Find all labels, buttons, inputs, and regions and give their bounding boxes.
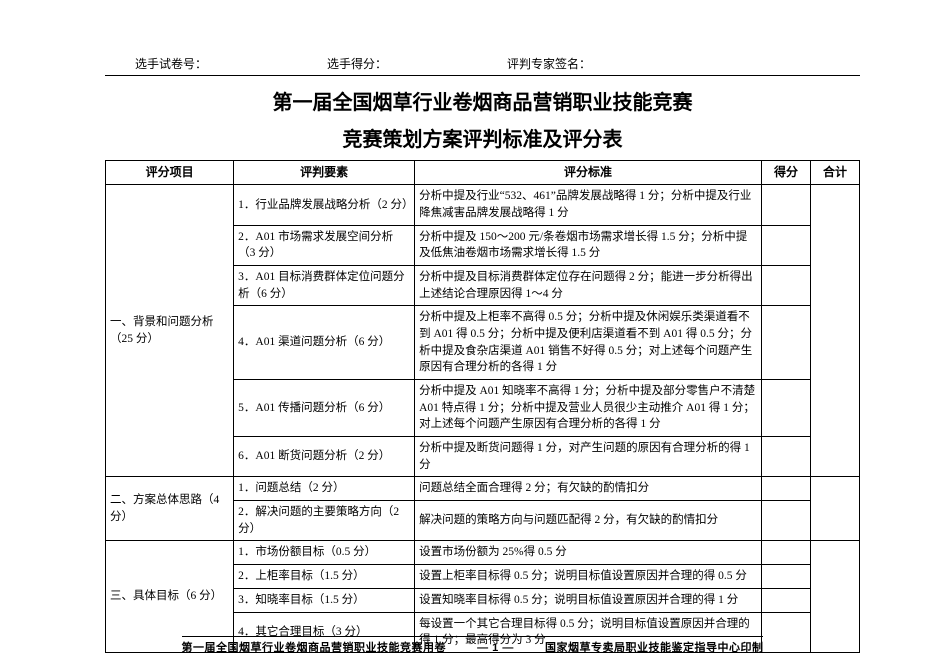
criteria-cell: 问题总结全面合理得 2 分；有欠缺的酌情扣分 (415, 477, 762, 501)
criteria-cell: 分析中提及断货问题得 1 分，对产生问题的原因有合理分析的得 1 分 (415, 437, 762, 477)
score-cell (761, 501, 810, 541)
score-cell (761, 565, 810, 589)
th-score: 得分 (761, 161, 810, 185)
factor-cell: 2．A01 市场需求发展空间分析（3 分） (234, 225, 415, 265)
footer-right: 国家烟草专卖局职业技能鉴定指导中心印制 (545, 642, 764, 654)
title-line-2: 竞赛策划方案评判标准及评分表 (105, 123, 860, 152)
factor-cell: 3．知晓率目标（1.5 分） (234, 588, 415, 612)
score-cell (761, 477, 810, 501)
score-cell (761, 588, 810, 612)
table-row: 一、背景和问题分析（25 分） 1．行业品牌发展战略分析（2 分） 分析中提及行… (106, 185, 860, 225)
title-block: 第一届全国烟草行业卷烟商品营销职业技能竞赛 竞赛策划方案评判标准及评分表 (105, 86, 860, 152)
factor-cell: 2．解决问题的主要策略方向（2 分） (234, 501, 415, 541)
candidate-no-label: 选手试卷号： (135, 55, 207, 72)
th-total: 合计 (810, 161, 859, 185)
judge-sign-label: 评判专家签名： (507, 55, 591, 72)
total-cell (810, 477, 859, 541)
factor-cell: 1．问题总结（2 分） (234, 477, 415, 501)
criteria-cell: 分析中提及目标消费群体定位存在问题得 2 分；能进一步分析得出上述结论合理原因得… (415, 266, 762, 306)
th-factor: 评判要素 (234, 161, 415, 185)
factor-cell: 4．A01 渠道问题分析（6 分） (234, 306, 415, 380)
criteria-cell: 设置上柜率目标得 0.5 分；说明目标值设置原因并合理的得 0.5 分 (415, 565, 762, 589)
section-name: 二、方案总体思路（4 分） (106, 477, 234, 541)
score-cell (761, 380, 810, 437)
total-cell (810, 185, 859, 477)
criteria-cell: 设置市场份额为 25%得 0.5 分 (415, 541, 762, 565)
factor-cell: 5．A01 传播问题分析（6 分） (234, 380, 415, 437)
title-line-1: 第一届全国烟草行业卷烟商品营销职业技能竞赛 (105, 86, 860, 115)
factor-cell: 1．行业品牌发展战略分析（2 分） (234, 185, 415, 225)
th-item: 评分项目 (106, 161, 234, 185)
footer-left: 第一届全国烟草行业卷烟商品营销职业技能竞赛用卷 (182, 642, 447, 654)
th-criteria: 评分标准 (415, 161, 762, 185)
table-header-row: 评分项目 评判要素 评分标准 得分 合计 (106, 161, 860, 185)
candidate-score-label: 选手得分： (327, 55, 387, 72)
factor-cell: 2．上柜率目标（1.5 分） (234, 565, 415, 589)
table-row: 三、具体目标（6 分） 1．市场份额目标（0.5 分） 设置市场份额为 25%得… (106, 541, 860, 565)
footer-page: — 1 — (477, 642, 514, 654)
score-cell (761, 266, 810, 306)
criteria-cell: 分析中提及上柜率不高得 0.5 分；分析中提及休闲娱乐类渠道看不到 A01 得 … (415, 306, 762, 380)
criteria-cell: 解决问题的策略方向与问题匹配得 2 分，有欠缺的酌情扣分 (415, 501, 762, 541)
score-cell (761, 306, 810, 380)
page-footer: 第一届全国烟草行业卷烟商品营销职业技能竞赛用卷 — 1 — 国家烟草专卖局职业技… (0, 636, 945, 655)
header-line: 选手试卷号： 选手得分： 评判专家签名： (105, 55, 860, 76)
criteria-cell: 分析中提及 150～200 元/条卷烟市场需求增长得 1.5 分；分析中提及低焦… (415, 225, 762, 265)
section-name: 一、背景和问题分析（25 分） (106, 185, 234, 477)
factor-cell: 6．A01 断货问题分析（2 分） (234, 437, 415, 477)
table-row: 二、方案总体思路（4 分） 1．问题总结（2 分） 问题总结全面合理得 2 分；… (106, 477, 860, 501)
document-page: 选手试卷号： 选手得分： 评判专家签名： 第一届全国烟草行业卷烟商品营销职业技能… (0, 0, 945, 669)
score-cell (761, 225, 810, 265)
scoring-table: 评分项目 评判要素 评分标准 得分 合计 一、背景和问题分析（25 分） 1．行… (105, 160, 860, 653)
criteria-cell: 分析中提及 A01 知晓率不高得 1 分；分析中提及部分零售户不清楚 A01 特… (415, 380, 762, 437)
factor-cell: 3．A01 目标消费群体定位问题分析（6 分） (234, 266, 415, 306)
score-cell (761, 437, 810, 477)
score-cell (761, 185, 810, 225)
score-cell (761, 541, 810, 565)
factor-cell: 1．市场份额目标（0.5 分） (234, 541, 415, 565)
criteria-cell: 分析中提及行业“532、461”品牌发展战略得 1 分；分析中提及行业降焦减害品… (415, 185, 762, 225)
criteria-cell: 设置知晓率目标得 0.5 分；说明目标值设置原因并合理的得 1 分 (415, 588, 762, 612)
